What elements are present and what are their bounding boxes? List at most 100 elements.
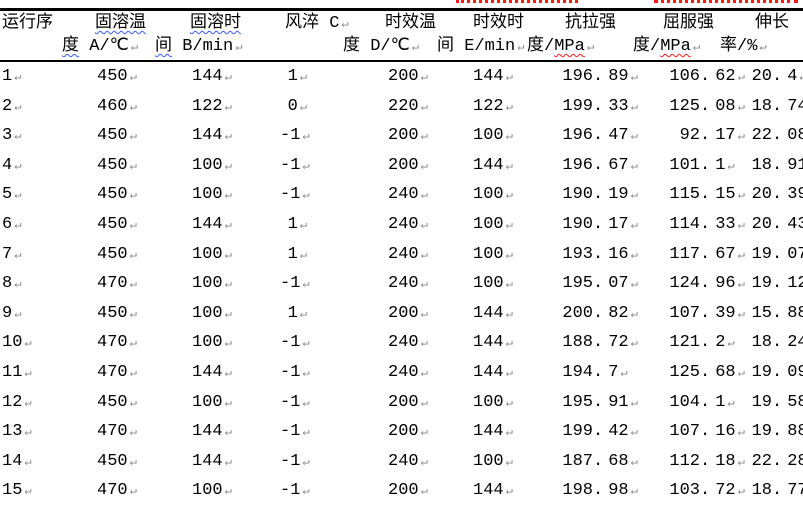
header-cell-col1-line1[interactable]: 运行序 xyxy=(0,11,95,37)
table-cell[interactable]: 100 ↵ xyxy=(440,240,525,271)
table-cell[interactable]: 200. 82 ↵ xyxy=(525,299,637,330)
table-cell[interactable]: 144 ↵ xyxy=(190,358,280,389)
table-cell[interactable]: 240 ↵ xyxy=(345,328,440,359)
table-cell[interactable]: -1 ↵ xyxy=(280,269,345,300)
table-cell[interactable]: 240 ↵ xyxy=(345,269,440,300)
table-cell[interactable]: 0 ↵ xyxy=(280,92,345,123)
table-cell[interactable]: 200 ↵ xyxy=(345,62,440,93)
header-cell-col4-line1[interactable]: 风淬 C ↵ xyxy=(280,11,349,37)
table-cell[interactable]: 1 ↵ xyxy=(280,62,345,93)
table-cell[interactable]: 470 ↵ xyxy=(95,476,190,506)
table-cell[interactable]: 100 ↵ xyxy=(190,180,280,211)
table-cell[interactable]: 240 ↵ xyxy=(345,180,440,211)
table-cell[interactable]: -1 ↵ xyxy=(280,121,345,152)
table-cell[interactable]: 450 ↵ xyxy=(95,299,190,330)
table-cell[interactable]: 190. 17 ↵ xyxy=(525,210,637,241)
table-cell[interactable]: 196. 89 ↵ xyxy=(525,62,637,93)
table-cell[interactable]: 12 ↵ xyxy=(0,388,95,419)
table-cell[interactable]: 450 ↵ xyxy=(95,210,190,241)
table-cell[interactable]: -1 ↵ xyxy=(280,328,345,359)
table-cell[interactable]: 121. 2 ↵ xyxy=(630,328,734,359)
table-cell[interactable]: 106. 62 ↵ xyxy=(630,62,744,93)
table-cell[interactable]: 100 ↵ xyxy=(440,388,525,419)
table-cell[interactable]: 122 ↵ xyxy=(440,92,525,123)
table-cell[interactable]: 144 ↵ xyxy=(440,476,525,506)
table-cell[interactable]: 122 ↵ xyxy=(190,92,280,123)
table-cell[interactable]: 450 ↵ xyxy=(95,180,190,211)
table-cell[interactable]: 101. 1 ↵ xyxy=(630,151,734,182)
table-cell[interactable]: 450 ↵ xyxy=(95,388,190,419)
table-cell[interactable]: 114. 33 ↵ xyxy=(630,210,744,241)
header-cell-col2-line2[interactable]: 度 A/℃ ↵ xyxy=(62,36,190,60)
table-cell[interactable]: 470 ↵ xyxy=(95,417,190,448)
table-cell[interactable]: 11 ↵ xyxy=(0,358,95,389)
table-cell[interactable]: 100 ↵ xyxy=(190,299,280,330)
table-cell[interactable]: 107. 16 ↵ xyxy=(630,417,744,448)
table-cell[interactable]: 100 ↵ xyxy=(190,269,280,300)
table-cell[interactable]: 144 ↵ xyxy=(440,62,525,93)
table-cell[interactable]: 196. 67 ↵ xyxy=(525,151,637,182)
table-cell[interactable]: 14 ↵ xyxy=(0,447,95,478)
table-cell[interactable]: 125. 68 ↵ xyxy=(630,358,744,389)
header-cell-col6-line1[interactable]: 时效时 xyxy=(440,11,525,37)
table-cell[interactable]: 200 ↵ xyxy=(345,121,440,152)
table-cell[interactable]: 20.4↵ xyxy=(730,62,803,93)
table-cell[interactable]: 220 ↵ xyxy=(345,92,440,123)
table-cell[interactable]: 240 ↵ xyxy=(345,447,440,478)
header-cell-col2-line1[interactable]: 固溶温 xyxy=(95,11,190,37)
table-cell[interactable]: 13 ↵ xyxy=(0,417,95,448)
table-cell[interactable]: 100 ↵ xyxy=(440,210,525,241)
header-cell-col6-line2[interactable]: 间 E/min ↵ xyxy=(437,36,525,60)
table-cell[interactable]: 18.91 ↵ xyxy=(730,151,803,182)
table-cell[interactable]: 19.12 ↵ xyxy=(730,269,803,300)
table-cell[interactable]: 450 ↵ xyxy=(95,447,190,478)
table-cell[interactable]: 22.28 ↵ xyxy=(730,447,803,478)
table-cell[interactable]: 20.39 ↵ xyxy=(730,180,803,211)
table-cell[interactable]: 3 ↵ xyxy=(0,121,95,152)
table-cell[interactable]: 100 ↵ xyxy=(190,388,280,419)
table-cell[interactable]: 200 ↵ xyxy=(345,417,440,448)
table-cell[interactable]: 144 ↵ xyxy=(440,417,525,448)
table-cell[interactable]: 9 ↵ xyxy=(0,299,95,330)
table-cell[interactable]: 18.74 ↵ xyxy=(730,92,803,123)
header-cell-col8-line1[interactable]: 屈服强 xyxy=(630,11,730,37)
table-cell[interactable]: 194. 7 ↵ xyxy=(525,358,630,389)
header-cell-col9-line2[interactable]: 率/% ↵ xyxy=(720,36,803,60)
table-cell[interactable]: 144 ↵ xyxy=(190,62,280,93)
table-cell[interactable]: 450 ↵ xyxy=(95,121,190,152)
table-cell[interactable]: 470 ↵ xyxy=(95,328,190,359)
header-cell-col5-line1[interactable]: 时效温 xyxy=(345,11,440,37)
table-cell[interactable]: 144 ↵ xyxy=(440,151,525,182)
table-cell[interactable]: 22.08 ↵ xyxy=(730,121,803,152)
table-cell[interactable]: 100 ↵ xyxy=(440,269,525,300)
table-cell[interactable]: 144 ↵ xyxy=(440,358,525,389)
table-cell[interactable]: 144 ↵ xyxy=(190,417,280,448)
table-cell[interactable]: 1 ↵ xyxy=(280,240,345,271)
header-cell-col9-line1[interactable]: 伸长 xyxy=(730,11,803,37)
table-cell[interactable]: 240 ↵ xyxy=(345,240,440,271)
table-cell[interactable]: 195. 91 ↵ xyxy=(525,388,637,419)
table-cell[interactable]: 144 ↵ xyxy=(190,121,280,152)
table-cell[interactable]: -1 ↵ xyxy=(280,447,345,478)
table-cell[interactable]: 1 ↵ xyxy=(280,210,345,241)
header-cell-col7-line2[interactable]: 度/MPa ↵ xyxy=(525,36,630,60)
table-cell[interactable]: 450 ↵ xyxy=(95,151,190,182)
table-cell[interactable]: 107. 39 ↵ xyxy=(630,299,744,330)
table-cell[interactable]: 100 ↵ xyxy=(190,328,280,359)
table-cell[interactable]: 19.58 ↵ xyxy=(730,388,803,419)
table-cell[interactable]: 20.43 ↵ xyxy=(730,210,803,241)
table-cell[interactable]: 18.24 ↵ xyxy=(730,328,803,359)
table-cell[interactable]: 8 ↵ xyxy=(0,269,95,300)
table-cell[interactable]: 188. 72 ↵ xyxy=(525,328,637,359)
table-cell[interactable]: -1 ↵ xyxy=(280,358,345,389)
table-cell[interactable]: -1 ↵ xyxy=(280,151,345,182)
table-cell[interactable]: -1 ↵ xyxy=(280,417,345,448)
table-cell[interactable]: 19.09 ↵ xyxy=(730,358,803,389)
table-cell[interactable]: 15.88 ↵ xyxy=(730,299,803,330)
header-cell-col5-line2[interactable]: 度 D/℃ ↵ xyxy=(343,36,440,60)
table-cell[interactable]: 18.77 ↵ xyxy=(730,476,803,506)
table-cell[interactable]: 144 ↵ xyxy=(440,299,525,330)
table-cell[interactable]: 19.88 ↵ xyxy=(730,417,803,448)
table-cell[interactable]: 240 ↵ xyxy=(345,358,440,389)
table-cell[interactable]: 460 ↵ xyxy=(95,92,190,123)
